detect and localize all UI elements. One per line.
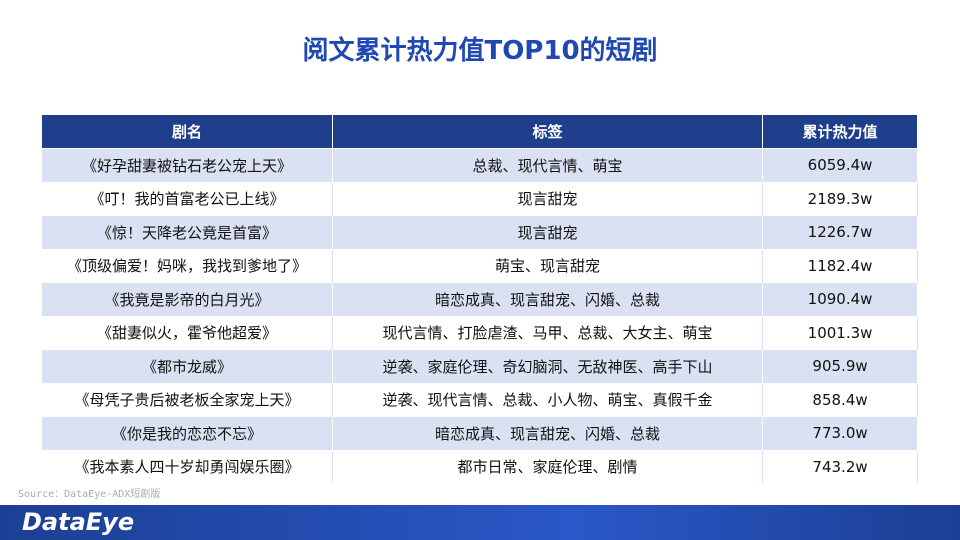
table-cell: 《好孕甜妻被钻石老公宠上天》	[42, 148, 333, 182]
table-cell: 逆袭、家庭伦理、奇幻脑洞、无敌神医、高手下山	[332, 349, 764, 383]
table-row: 《好孕甜妻被钻石老公宠上天》 总裁、现代言情、萌宝 6059.4w	[42, 148, 918, 182]
table-cell: 6059.4w	[762, 148, 918, 182]
title: 阅文累计热力值TOP10的短剧	[302, 36, 658, 66]
table-cell: 1090.4w	[762, 282, 918, 316]
logo: DataEye	[22, 508, 135, 536]
table-row: 《我本素人四十岁却勇闯娱乐圈》 都市日常、家庭伦理、剧情 743.2w	[42, 449, 918, 483]
table-cell: 1001.3w	[762, 315, 918, 350]
table-cell: 暗恋成真、现言甜宠、闪婚、总裁	[332, 416, 764, 450]
table-cell: 现言甜宠	[332, 215, 764, 249]
table-cell: 《甜妻似火，霍爷他超爱》	[42, 315, 333, 350]
table-cell: 《惊！天降老公竟是首富》	[42, 215, 333, 249]
table: 剧名 标签 累计热力值 《好孕甜妻被钻石老公宠上天》 总裁、现代言情、萌宝 6059.4…	[42, 115, 918, 483]
table-cell: 773.0w	[762, 416, 918, 450]
table-row: 《甜妻似火，霍爷他超爱》 现代言情、打脸虐渣、马甲、总裁、大女主、萌宝 1001.3…	[42, 315, 918, 350]
column-header: 标签	[332, 115, 764, 149]
table-row: 《叮！我的首富老公已上线》 现言甜宠 2189.3w	[42, 181, 918, 216]
table-cell: 《顶级偏爱！妈咪，我找到爹地了》	[42, 248, 333, 283]
table-body: 《好孕甜妻被钻石老公宠上天》 总裁、现代言情、萌宝 6059.4w 《叮！我的首富老公…	[42, 148, 918, 483]
column-header: 剧名	[42, 115, 333, 149]
table-cell: 743.2w	[762, 449, 918, 483]
footer: DataEye	[0, 505, 960, 540]
table-cell: 858.4w	[762, 382, 918, 417]
table-cell: 暗恋成真、现言甜宠、闪婚、总裁	[332, 282, 764, 316]
table-cell: 现言甜宠	[332, 181, 764, 216]
table-row: 《你是我的恋恋不忘》 暗恋成真、现言甜宠、闪婚、总裁 773.0w	[42, 416, 918, 450]
table-cell: 2189.3w	[762, 181, 918, 216]
table-row: 《母凭子贵后被老板全家宠上天》 逆袭、现代言情、总裁、小人物、萌宝、真假千金 858…	[42, 382, 918, 417]
table-cell: 《我竟是影帝的白月光》	[42, 282, 333, 316]
table-cell: 《你是我的恋恋不忘》	[42, 416, 333, 450]
table-row: 《我竟是影帝的白月光》 暗恋成真、现言甜宠、闪婚、总裁 1090.4w	[42, 282, 918, 316]
table-cell: 《都市龙威》	[42, 349, 333, 383]
column-header: 累计热力值	[762, 115, 918, 149]
table-cell: 现代言情、打脸虐渣、马甲、总裁、大女主、萌宝	[332, 315, 764, 350]
table-cell: 《母凭子贵后被老板全家宠上天》	[42, 382, 333, 417]
table-cell: 1182.4w	[762, 248, 918, 283]
table-cell: 1226.7w	[762, 215, 918, 249]
table-cell: 逆袭、现代言情、总裁、小人物、萌宝、真假千金	[332, 382, 764, 417]
table-cell: 《叮！我的首富老公已上线》	[42, 181, 333, 216]
header-row: 剧名 标签 累计热力值	[42, 115, 918, 149]
table-cell: 萌宝、现言甜宠	[332, 248, 764, 283]
table-cell: 总裁、现代言情、萌宝	[332, 148, 764, 182]
table-cell: 《我本素人四十岁却勇闯娱乐圈》	[42, 449, 333, 483]
table-row: 《顶级偏爱！妈咪，我找到爹地了》 萌宝、现言甜宠 1182.4w	[42, 248, 918, 283]
source: Source：DataEye-ADX短剧版	[18, 489, 161, 500]
table-cell: 都市日常、家庭伦理、剧情	[332, 449, 764, 483]
table-row: 《惊！天降老公竟是首富》 现言甜宠 1226.7w	[42, 215, 918, 249]
table-row: 《都市龙威》 逆袭、家庭伦理、奇幻脑洞、无敌神医、高手下山 905.9w	[42, 349, 918, 383]
table-cell: 905.9w	[762, 349, 918, 383]
